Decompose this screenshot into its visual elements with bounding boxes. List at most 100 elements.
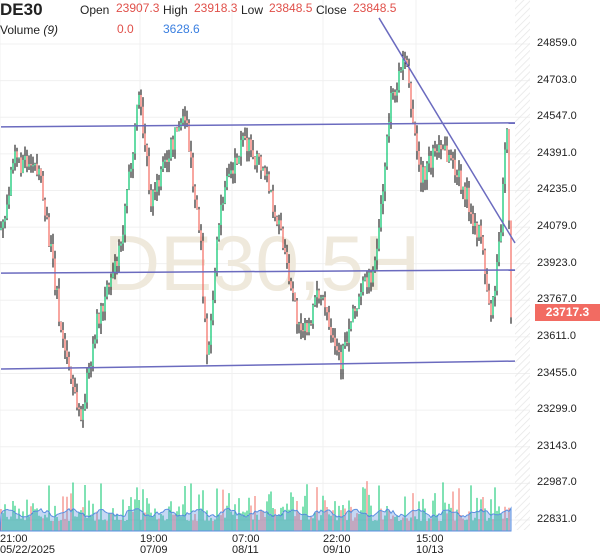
candle-body xyxy=(196,199,198,210)
candle-body xyxy=(404,58,406,61)
tick-time: 21:00 xyxy=(0,533,28,545)
candle-body xyxy=(422,167,424,183)
candle-body xyxy=(208,344,210,355)
candle-body xyxy=(332,335,334,338)
candle-body xyxy=(214,272,216,300)
candle-body xyxy=(348,329,350,343)
candle-body xyxy=(334,337,336,347)
candle-body xyxy=(36,163,38,175)
symbol-title: DE30 xyxy=(0,0,43,19)
candle-body xyxy=(168,158,170,162)
candle-body xyxy=(312,305,314,324)
candle-body xyxy=(478,225,480,238)
candle-body xyxy=(28,164,30,167)
candle-body xyxy=(246,138,248,152)
candle-body xyxy=(360,291,362,297)
candle-body xyxy=(62,329,64,339)
candle-body xyxy=(390,92,392,122)
volume-value-1: 0.0 xyxy=(117,22,134,36)
candle-body xyxy=(482,236,484,251)
candle-body xyxy=(316,290,318,298)
candle-body xyxy=(140,94,142,107)
candle-body xyxy=(216,239,218,273)
candle-body xyxy=(44,199,46,216)
price-tick-label: 24547.0 xyxy=(537,110,577,123)
tick-time: 22:00 xyxy=(323,533,351,545)
candle-body xyxy=(366,277,368,288)
candle-body xyxy=(450,154,452,159)
candle-body xyxy=(200,230,202,241)
candle-body xyxy=(472,214,474,227)
candle-body xyxy=(14,151,16,164)
candle-body xyxy=(454,159,456,176)
candle-body xyxy=(58,288,60,322)
candle-body xyxy=(182,116,184,123)
candle-body xyxy=(158,180,160,187)
candle-body xyxy=(352,308,354,323)
candle-body xyxy=(308,323,310,333)
candle-body xyxy=(178,127,180,132)
candle-body xyxy=(8,195,10,205)
candle-body xyxy=(230,170,232,174)
candle-body xyxy=(104,296,106,312)
candle-body xyxy=(42,175,44,200)
watermark: DE30,5H xyxy=(104,219,421,307)
candle-body xyxy=(474,222,476,227)
price-tick-label: 24079.0 xyxy=(537,220,577,233)
candle-body xyxy=(250,139,252,151)
candle-body xyxy=(396,90,398,96)
candle-body xyxy=(364,277,366,281)
high-label: High xyxy=(163,3,188,17)
candle-body xyxy=(248,139,250,152)
candle-body xyxy=(254,156,256,166)
candle-body xyxy=(402,58,404,71)
candle-body xyxy=(310,323,312,325)
candle-body xyxy=(436,151,438,153)
candle-body xyxy=(470,212,472,215)
candle-body xyxy=(290,281,292,289)
price-tick-label: 23455.0 xyxy=(537,366,577,379)
candle-body xyxy=(26,156,28,167)
candle-body xyxy=(94,339,96,344)
candle-body xyxy=(322,297,324,299)
candle-body xyxy=(298,323,300,325)
candle-body xyxy=(296,300,298,325)
candle-body xyxy=(382,191,384,204)
candle-body xyxy=(134,124,136,154)
price-tick-label: 24391.0 xyxy=(537,146,577,159)
candle-body xyxy=(176,127,178,132)
candle-body xyxy=(300,323,302,331)
candle-body xyxy=(80,409,82,420)
candle-body xyxy=(458,170,460,178)
volume-label: Volume (9) xyxy=(0,23,58,37)
candle-body xyxy=(286,252,288,264)
candle-body xyxy=(106,284,108,297)
candle-body xyxy=(40,168,42,176)
candle-body xyxy=(232,170,234,174)
candle-body xyxy=(414,122,416,134)
low-value: 23848.5 xyxy=(269,1,313,15)
candle-body xyxy=(146,145,148,157)
price-tick-label: 24859.0 xyxy=(537,37,577,49)
candle-body xyxy=(502,183,504,233)
candle-body xyxy=(288,263,290,282)
candle-body xyxy=(124,205,126,235)
candle-body xyxy=(102,305,104,312)
candle-body xyxy=(144,133,146,146)
candle-body xyxy=(304,323,306,332)
candle-body xyxy=(186,120,188,124)
price-tick-label: 23923.0 xyxy=(537,256,577,269)
future-area-hatch xyxy=(515,0,530,530)
candle-body xyxy=(172,139,174,150)
candle-body xyxy=(50,244,52,247)
price-tick-label: 24235.0 xyxy=(537,183,577,196)
candle-body xyxy=(52,244,54,259)
candle-body xyxy=(272,190,274,212)
candle-body xyxy=(324,297,326,308)
last-price-tag: 23717.3 xyxy=(535,304,600,321)
candle-body xyxy=(190,151,192,158)
trendline xyxy=(0,360,516,370)
candle-body xyxy=(394,91,396,96)
candle-body xyxy=(426,163,428,180)
